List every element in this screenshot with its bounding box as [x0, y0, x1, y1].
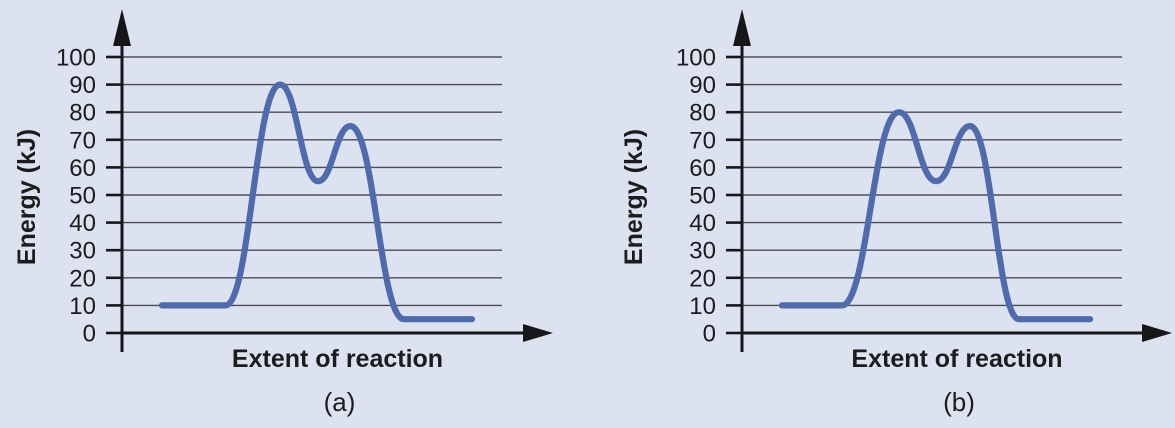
y-tick-label: 20 — [69, 265, 96, 292]
y-tick-label: 30 — [69, 238, 96, 265]
y-tick-label: 50 — [689, 183, 716, 210]
y-axis-title: Energy (kJ) — [620, 129, 648, 265]
x-axis-title: Extent of reaction — [232, 345, 443, 373]
y-tick-label: 60 — [689, 155, 716, 182]
energy-curve — [158, 81, 476, 323]
y-tick-label: 100 — [56, 45, 96, 72]
y-tick-label: 80 — [69, 100, 96, 127]
energy-curve — [778, 109, 1094, 323]
y-tick-label: 90 — [689, 72, 716, 99]
y-tick-label: 100 — [676, 45, 716, 72]
y-tick-label: 40 — [69, 210, 96, 237]
panel-a: 0 10 20 30 40 50 60 70 80 90 100 Energy (kJ) Exten… — [0, 0, 587, 428]
panel-caption: (b) — [943, 387, 975, 417]
panel-b: 0 10 20 30 40 50 60 70 80 90 100 Energy (kJ) Exten… — [587, 0, 1175, 428]
y-tick-label: 70 — [689, 127, 716, 154]
panel-caption: (a) — [324, 387, 356, 417]
x-axis-arrowhead-icon — [1142, 324, 1172, 342]
y-axis-arrowhead-icon — [113, 9, 131, 46]
y-tick-label: 80 — [689, 100, 716, 127]
y-tick-label: 70 — [69, 127, 96, 154]
y-axis-ticks — [106, 55, 122, 335]
x-axis-title: Extent of reaction — [851, 345, 1062, 373]
y-axis-ticks — [726, 55, 742, 335]
y-tick-label: 30 — [689, 238, 716, 265]
y-tick-label: 50 — [69, 183, 96, 210]
y-tick-label: 0 — [83, 321, 96, 348]
gridlines — [122, 56, 502, 307]
y-tick-label: 40 — [689, 210, 716, 237]
x-axis-arrowhead-icon — [523, 324, 553, 342]
y-tick-label: 10 — [69, 293, 96, 320]
y-tick-label: 60 — [69, 155, 96, 182]
y-tick-label: 10 — [689, 293, 716, 320]
y-tick-label: 90 — [69, 72, 96, 99]
y-tick-label: 0 — [703, 321, 716, 348]
y-axis-arrowhead-icon — [733, 9, 751, 46]
y-tick-label: 20 — [689, 265, 716, 292]
y-axis-title: Energy (kJ) — [13, 129, 41, 265]
